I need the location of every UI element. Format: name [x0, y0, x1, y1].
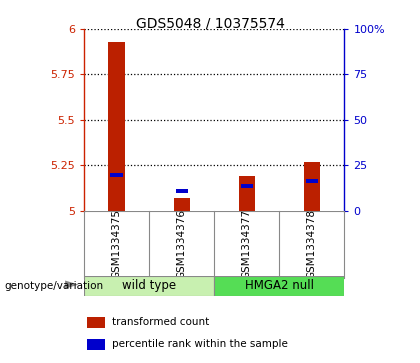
Text: HMGA2 null: HMGA2 null — [245, 280, 314, 292]
Text: GSM1334376: GSM1334376 — [177, 209, 186, 279]
Text: GDS5048 / 10375574: GDS5048 / 10375574 — [136, 16, 284, 30]
Text: GSM1334378: GSM1334378 — [307, 209, 317, 279]
Bar — [110, 173, 123, 177]
Text: GSM1334377: GSM1334377 — [242, 209, 252, 279]
Bar — [304, 162, 320, 211]
Bar — [108, 42, 125, 211]
Text: GSM1334375: GSM1334375 — [112, 209, 121, 279]
Polygon shape — [65, 281, 79, 289]
Text: wild type: wild type — [122, 280, 176, 292]
Text: transformed count: transformed count — [112, 317, 209, 327]
Bar — [214, 276, 344, 296]
Bar — [84, 276, 214, 296]
Bar — [306, 179, 318, 183]
Bar — [87, 339, 105, 350]
Text: genotype/variation: genotype/variation — [4, 281, 103, 291]
Bar — [239, 176, 255, 211]
Bar — [173, 198, 190, 211]
Text: percentile rank within the sample: percentile rank within the sample — [112, 339, 288, 349]
Bar — [87, 317, 105, 328]
Bar — [176, 188, 188, 192]
Bar — [241, 184, 253, 188]
